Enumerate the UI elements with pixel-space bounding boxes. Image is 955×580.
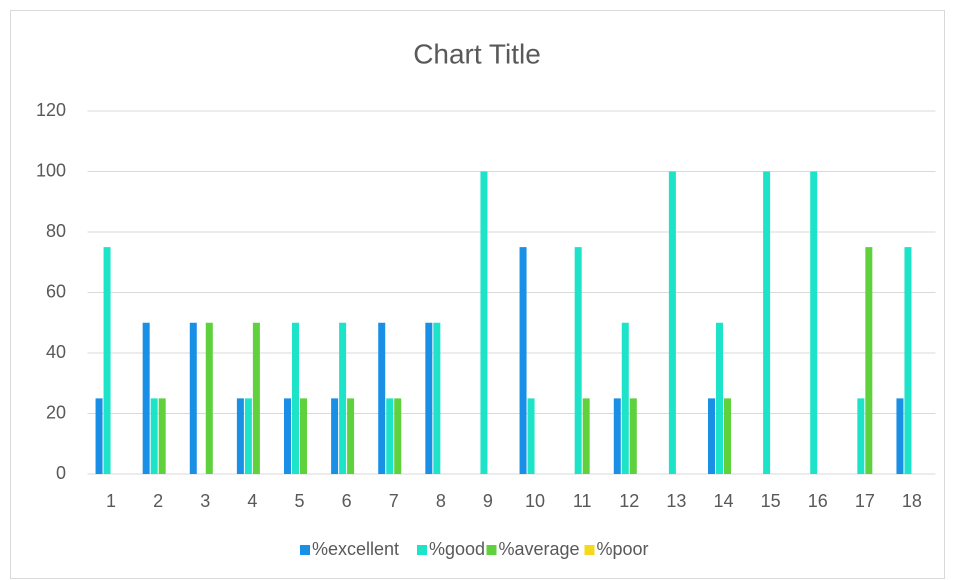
bar xyxy=(716,322,723,474)
x-tick-label: 14 xyxy=(713,491,733,511)
legend-label: %poor xyxy=(597,539,649,559)
legend-swatch xyxy=(584,545,595,555)
bar xyxy=(668,171,676,474)
bar xyxy=(865,247,873,474)
x-tick-label: 6 xyxy=(342,491,352,511)
x-tick-label: 8 xyxy=(436,491,446,511)
bar xyxy=(613,398,621,474)
y-tick-label: 0 xyxy=(56,463,66,483)
bar xyxy=(480,171,488,474)
bar xyxy=(142,322,150,474)
bar xyxy=(810,171,818,474)
x-tick-label: 4 xyxy=(247,491,257,511)
bar xyxy=(331,398,339,474)
x-tick-label: 13 xyxy=(666,491,686,511)
y-tick-label: 20 xyxy=(46,402,66,422)
legend-label: %average xyxy=(499,539,580,559)
x-tick-label: 9 xyxy=(483,491,493,511)
x-tick-label: 15 xyxy=(761,491,781,511)
legend-label: %good xyxy=(429,539,485,559)
chart-border xyxy=(10,10,945,579)
bar xyxy=(896,398,904,474)
bar xyxy=(386,398,394,474)
x-tick-label: 16 xyxy=(808,491,828,511)
y-tick-label: 100 xyxy=(36,160,66,180)
bar xyxy=(252,322,260,474)
bar xyxy=(527,398,535,474)
bar xyxy=(621,322,629,474)
chart-title: Chart Title xyxy=(413,38,541,69)
y-tick-label: 60 xyxy=(46,281,66,301)
bar xyxy=(339,322,347,474)
bar xyxy=(284,398,291,474)
x-tick-label: 11 xyxy=(573,491,592,511)
bar xyxy=(857,398,865,474)
x-tick-label: 5 xyxy=(294,491,304,511)
bar xyxy=(629,398,637,474)
bar xyxy=(378,322,386,474)
bar xyxy=(433,322,441,474)
x-tick-label: 2 xyxy=(153,491,163,511)
bar xyxy=(347,398,355,474)
x-tick-label: 17 xyxy=(855,491,875,511)
bar xyxy=(574,247,582,474)
legend-swatch xyxy=(486,545,497,555)
x-tick-label: 7 xyxy=(389,491,399,511)
bar xyxy=(103,247,111,474)
bar xyxy=(205,322,213,474)
bar xyxy=(708,398,715,474)
bar xyxy=(158,398,166,474)
bar xyxy=(189,322,197,474)
bar xyxy=(394,398,402,474)
bar xyxy=(425,322,433,474)
y-tick-label: 80 xyxy=(46,221,66,241)
legend-label: %excellent xyxy=(312,539,399,559)
bar xyxy=(95,398,103,474)
y-tick-label: 120 xyxy=(36,100,66,120)
bar xyxy=(292,322,299,474)
bar xyxy=(300,398,307,474)
x-tick-label: 18 xyxy=(902,491,922,511)
bar xyxy=(904,247,912,474)
x-tick-label: 10 xyxy=(525,491,545,511)
legend-swatch xyxy=(417,545,427,555)
x-tick-label: 3 xyxy=(200,491,210,511)
bar xyxy=(150,398,158,474)
y-tick-label: 40 xyxy=(46,342,66,362)
legend-swatch xyxy=(300,545,310,555)
bar xyxy=(236,398,244,474)
bar xyxy=(244,398,252,474)
bar xyxy=(724,398,731,474)
x-tick-label: 1 xyxy=(106,491,116,511)
bar xyxy=(519,247,527,474)
bar xyxy=(582,398,590,474)
bar xyxy=(763,171,771,474)
x-tick-label: 12 xyxy=(619,491,639,511)
